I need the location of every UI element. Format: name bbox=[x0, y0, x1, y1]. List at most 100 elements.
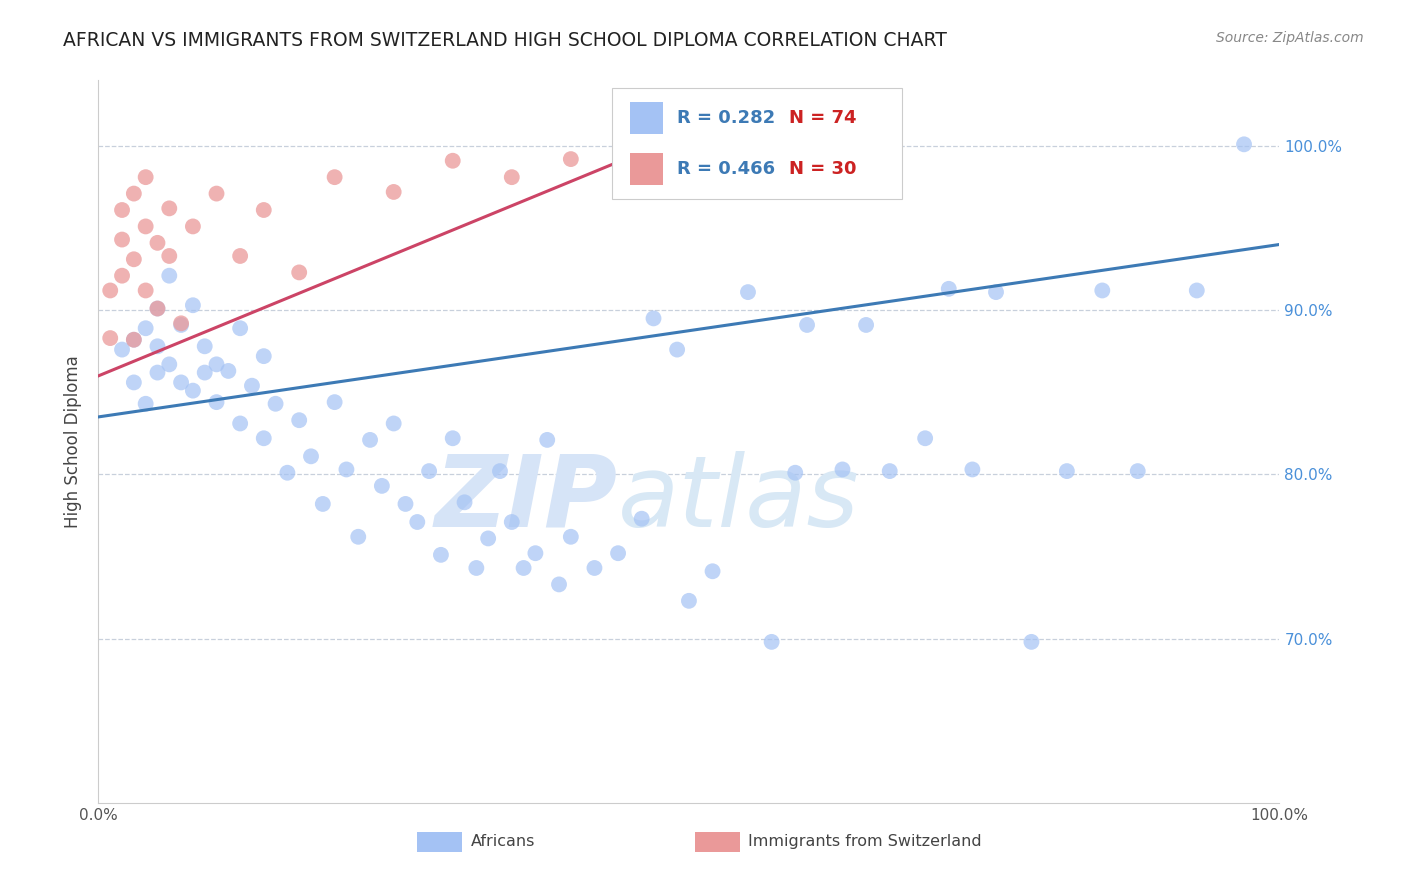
Text: Source: ZipAtlas.com: Source: ZipAtlas.com bbox=[1216, 31, 1364, 45]
Point bbox=[501, 515, 523, 529]
Point bbox=[465, 561, 488, 575]
Point bbox=[347, 530, 370, 544]
Point bbox=[984, 285, 1007, 299]
Bar bbox=[695, 831, 740, 852]
Point bbox=[583, 561, 606, 575]
Point bbox=[157, 357, 180, 371]
Point bbox=[560, 152, 582, 166]
Bar bbox=[418, 831, 463, 852]
Point bbox=[111, 233, 134, 247]
Point bbox=[524, 546, 547, 560]
Point bbox=[796, 318, 818, 332]
Text: N = 74: N = 74 bbox=[789, 109, 856, 128]
Point bbox=[831, 462, 853, 476]
Point bbox=[1185, 284, 1208, 298]
Point bbox=[938, 282, 960, 296]
Point bbox=[785, 466, 807, 480]
Point bbox=[146, 235, 169, 250]
Point bbox=[879, 464, 901, 478]
Text: AFRICAN VS IMMIGRANTS FROM SWITZERLAND HIGH SCHOOL DIPLOMA CORRELATION CHART: AFRICAN VS IMMIGRANTS FROM SWITZERLAND H… bbox=[63, 31, 948, 50]
Point bbox=[98, 284, 121, 298]
Point bbox=[1233, 137, 1256, 152]
Point bbox=[512, 561, 534, 575]
Point bbox=[418, 464, 440, 478]
Point bbox=[181, 298, 204, 312]
Point bbox=[146, 339, 169, 353]
Point bbox=[170, 316, 193, 330]
Point bbox=[205, 357, 228, 371]
Point bbox=[477, 532, 499, 546]
Point bbox=[98, 331, 121, 345]
Point bbox=[146, 301, 169, 316]
Point bbox=[146, 301, 169, 316]
Point bbox=[453, 495, 475, 509]
Point bbox=[299, 450, 322, 464]
Point bbox=[253, 349, 276, 363]
Text: N = 30: N = 30 bbox=[789, 160, 856, 178]
Point bbox=[761, 635, 783, 649]
Point bbox=[1021, 635, 1043, 649]
Point bbox=[240, 378, 263, 392]
Point bbox=[205, 395, 228, 409]
Point bbox=[536, 433, 558, 447]
Y-axis label: High School Diploma: High School Diploma bbox=[65, 355, 83, 528]
Point bbox=[489, 464, 512, 478]
Point bbox=[111, 202, 134, 217]
Point bbox=[194, 366, 217, 380]
Point bbox=[135, 170, 157, 185]
Point bbox=[181, 384, 204, 398]
Point bbox=[855, 137, 877, 152]
Point bbox=[323, 395, 346, 409]
Point bbox=[796, 137, 818, 152]
Point bbox=[122, 186, 145, 201]
Point bbox=[619, 153, 641, 168]
Point bbox=[217, 364, 239, 378]
Point bbox=[441, 431, 464, 445]
Point bbox=[194, 339, 217, 353]
Point bbox=[643, 311, 665, 326]
Point bbox=[229, 321, 252, 335]
Point bbox=[170, 318, 193, 332]
Point bbox=[1056, 464, 1078, 478]
Point bbox=[382, 417, 405, 431]
Text: R = 0.466: R = 0.466 bbox=[678, 160, 775, 178]
Point bbox=[1126, 464, 1149, 478]
Text: Immigrants from Switzerland: Immigrants from Switzerland bbox=[748, 834, 981, 849]
Point bbox=[157, 249, 180, 263]
Point bbox=[607, 546, 630, 560]
Point bbox=[229, 249, 252, 263]
Point bbox=[335, 462, 357, 476]
Point bbox=[288, 265, 311, 279]
Point bbox=[146, 366, 169, 380]
Point bbox=[855, 318, 877, 332]
Bar bbox=[630, 153, 664, 185]
Point bbox=[430, 548, 453, 562]
Point bbox=[135, 321, 157, 335]
Point bbox=[253, 431, 276, 445]
Point bbox=[111, 268, 134, 283]
Point bbox=[371, 479, 394, 493]
Point bbox=[312, 497, 335, 511]
Point bbox=[157, 268, 180, 283]
Point bbox=[205, 186, 228, 201]
FancyBboxPatch shape bbox=[612, 87, 901, 200]
Point bbox=[914, 431, 936, 445]
Point bbox=[382, 185, 405, 199]
Point bbox=[406, 515, 429, 529]
Point bbox=[170, 376, 193, 390]
Point bbox=[122, 333, 145, 347]
Point bbox=[323, 170, 346, 185]
Text: atlas: atlas bbox=[619, 450, 859, 548]
Point bbox=[135, 284, 157, 298]
Point bbox=[157, 202, 180, 216]
Point bbox=[111, 343, 134, 357]
Text: Africans: Africans bbox=[471, 834, 534, 849]
Point bbox=[678, 594, 700, 608]
Point bbox=[122, 376, 145, 390]
Point bbox=[276, 466, 298, 480]
Point bbox=[135, 397, 157, 411]
Point bbox=[630, 512, 652, 526]
Point bbox=[181, 219, 204, 234]
Point bbox=[501, 170, 523, 185]
Point bbox=[288, 413, 311, 427]
